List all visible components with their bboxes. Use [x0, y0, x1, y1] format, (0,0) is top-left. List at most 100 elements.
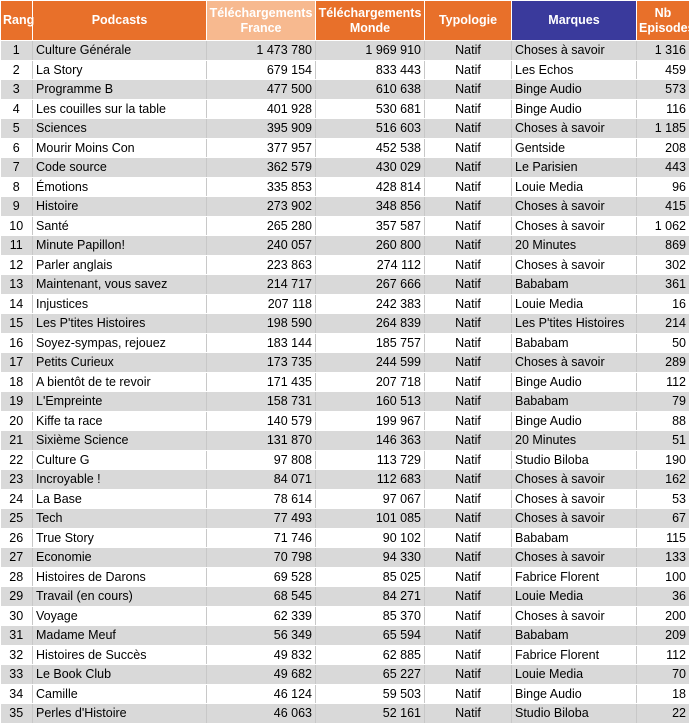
- table-cell: 428 814: [315, 177, 425, 197]
- table-cell: Injustices: [32, 294, 207, 314]
- table-row: 23 Incroyable ! 84 071 112 683 Natif Choses à…: [0, 469, 689, 490]
- table-cell: Choses à savoir: [511, 216, 637, 236]
- table-cell: 31: [0, 625, 33, 646]
- table-cell: 162: [636, 469, 689, 490]
- table-cell: 77 493: [206, 508, 316, 529]
- table-cell: Natif: [424, 606, 512, 626]
- table-cell: Binge Audio: [511, 79, 637, 100]
- table-cell: Natif: [424, 625, 512, 646]
- table-cell: Bababam: [511, 528, 637, 548]
- table-cell: 94 330: [315, 547, 425, 568]
- table-cell: Émotions: [32, 177, 207, 197]
- table-cell: 84 071: [206, 469, 316, 490]
- table-cell: Choses à savoir: [511, 255, 637, 275]
- table-cell: Choses à savoir: [511, 489, 637, 509]
- table-cell: 335 853: [206, 177, 316, 197]
- table-row: 8 Émotions 335 853 428 814 Natif Louie Media 9…: [0, 177, 689, 197]
- table-cell: Natif: [424, 40, 512, 61]
- table-cell: 477 500: [206, 79, 316, 100]
- table-cell: 70: [636, 664, 689, 685]
- table-cell: 158 731: [206, 391, 316, 412]
- table-row: 2 La Story 679 154 833 443 Natif Les Echos 459: [0, 60, 689, 80]
- table-cell: Les Echos: [511, 60, 637, 80]
- table-cell: 27: [0, 547, 33, 568]
- table-cell: Natif: [424, 411, 512, 431]
- table-cell: Parler anglais: [32, 255, 207, 275]
- table-cell: 53: [636, 489, 689, 509]
- table-cell: 26: [0, 528, 33, 548]
- table-cell: 97 067: [315, 489, 425, 509]
- table-cell: 78 614: [206, 489, 316, 509]
- table-cell: Louie Media: [511, 664, 637, 685]
- table-cell: 10: [0, 216, 33, 236]
- table-cell: 208: [636, 138, 689, 158]
- table-cell: 62 339: [206, 606, 316, 626]
- table-cell: 833 443: [315, 60, 425, 80]
- header-cell: Nb Episodes: [636, 0, 689, 41]
- table-cell: 70 798: [206, 547, 316, 568]
- table-cell: Programme B: [32, 79, 207, 100]
- table-cell: Natif: [424, 547, 512, 568]
- table-row: 12 Parler anglais 223 863 274 112 Natif Chose…: [0, 255, 689, 275]
- table-row: 9 Histoire 273 902 348 856 Natif Choses à sav…: [0, 196, 689, 217]
- table-cell: Natif: [424, 79, 512, 100]
- table-cell: Choses à savoir: [511, 606, 637, 626]
- table-row: 10 Santé 265 280 357 587 Natif Choses à savoi…: [0, 216, 689, 236]
- table-cell: 265 280: [206, 216, 316, 236]
- table-cell: Histoires de Succès: [32, 645, 207, 665]
- table-cell: 361: [636, 274, 689, 295]
- table-cell: 69 528: [206, 567, 316, 587]
- table-row: 7 Code source 362 579 430 029 Natif Le Parisi…: [0, 157, 689, 178]
- table-cell: 357 587: [315, 216, 425, 236]
- table-cell: 36: [636, 586, 689, 607]
- table-cell: 46 063: [206, 703, 316, 724]
- table-cell: 459: [636, 60, 689, 80]
- table-row: 33 Le Book Club 49 682 65 227 Natif Louie Med…: [0, 664, 689, 685]
- table-cell: 84 271: [315, 586, 425, 607]
- table-cell: Natif: [424, 430, 512, 451]
- table-cell: 530 681: [315, 99, 425, 119]
- table-cell: Culture Générale: [32, 40, 207, 61]
- table-cell: Natif: [424, 489, 512, 509]
- table-cell: Bababam: [511, 391, 637, 412]
- table-cell: 214 717: [206, 274, 316, 295]
- table-cell: 190: [636, 450, 689, 470]
- header-cell: Podcasts: [32, 0, 207, 41]
- table-cell: Natif: [424, 235, 512, 256]
- table-row: 18 A bientôt de te revoir 171 435 207 718 Na…: [0, 372, 689, 392]
- table-row: 28 Histoires de Darons 69 528 85 025 Natif Fa…: [0, 567, 689, 587]
- table-cell: 146 363: [315, 430, 425, 451]
- table-cell: 7: [0, 157, 33, 178]
- table-cell: Natif: [424, 450, 512, 470]
- table-cell: 3: [0, 79, 33, 100]
- table-cell: Le Book Club: [32, 664, 207, 685]
- table-cell: 16: [636, 294, 689, 314]
- table-cell: Natif: [424, 352, 512, 373]
- table-cell: Natif: [424, 703, 512, 724]
- table-cell: 273 902: [206, 196, 316, 217]
- table-row: 22 Culture G 97 808 113 729 Natif Studio Bilo…: [0, 450, 689, 470]
- table-cell: 183 144: [206, 333, 316, 353]
- table-row: 13 Maintenant, vous savez 214 717 267 666 Na…: [0, 274, 689, 295]
- table-cell: 207 718: [315, 372, 425, 392]
- table-cell: 401 928: [206, 99, 316, 119]
- table-cell: Natif: [424, 118, 512, 139]
- table-cell: 302: [636, 255, 689, 275]
- table-cell: 140 579: [206, 411, 316, 431]
- table-cell: 20: [0, 411, 33, 431]
- table-cell: 20 Minutes: [511, 430, 637, 451]
- table-cell: 2: [0, 60, 33, 80]
- table-row: 26 True Story 71 746 90 102 Natif Bababam 115: [0, 528, 689, 548]
- table-row: 35 Perles d'Histoire 46 063 52 161 Natif Stud…: [0, 703, 689, 724]
- table-cell: 200: [636, 606, 689, 626]
- table-cell: 71 746: [206, 528, 316, 548]
- table-cell: Binge Audio: [511, 411, 637, 431]
- table-cell: 13: [0, 274, 33, 295]
- table-cell: 46 124: [206, 684, 316, 704]
- table-cell: 21: [0, 430, 33, 451]
- table-cell: 8: [0, 177, 33, 197]
- table-cell: Louie Media: [511, 294, 637, 314]
- table-cell: Natif: [424, 216, 512, 236]
